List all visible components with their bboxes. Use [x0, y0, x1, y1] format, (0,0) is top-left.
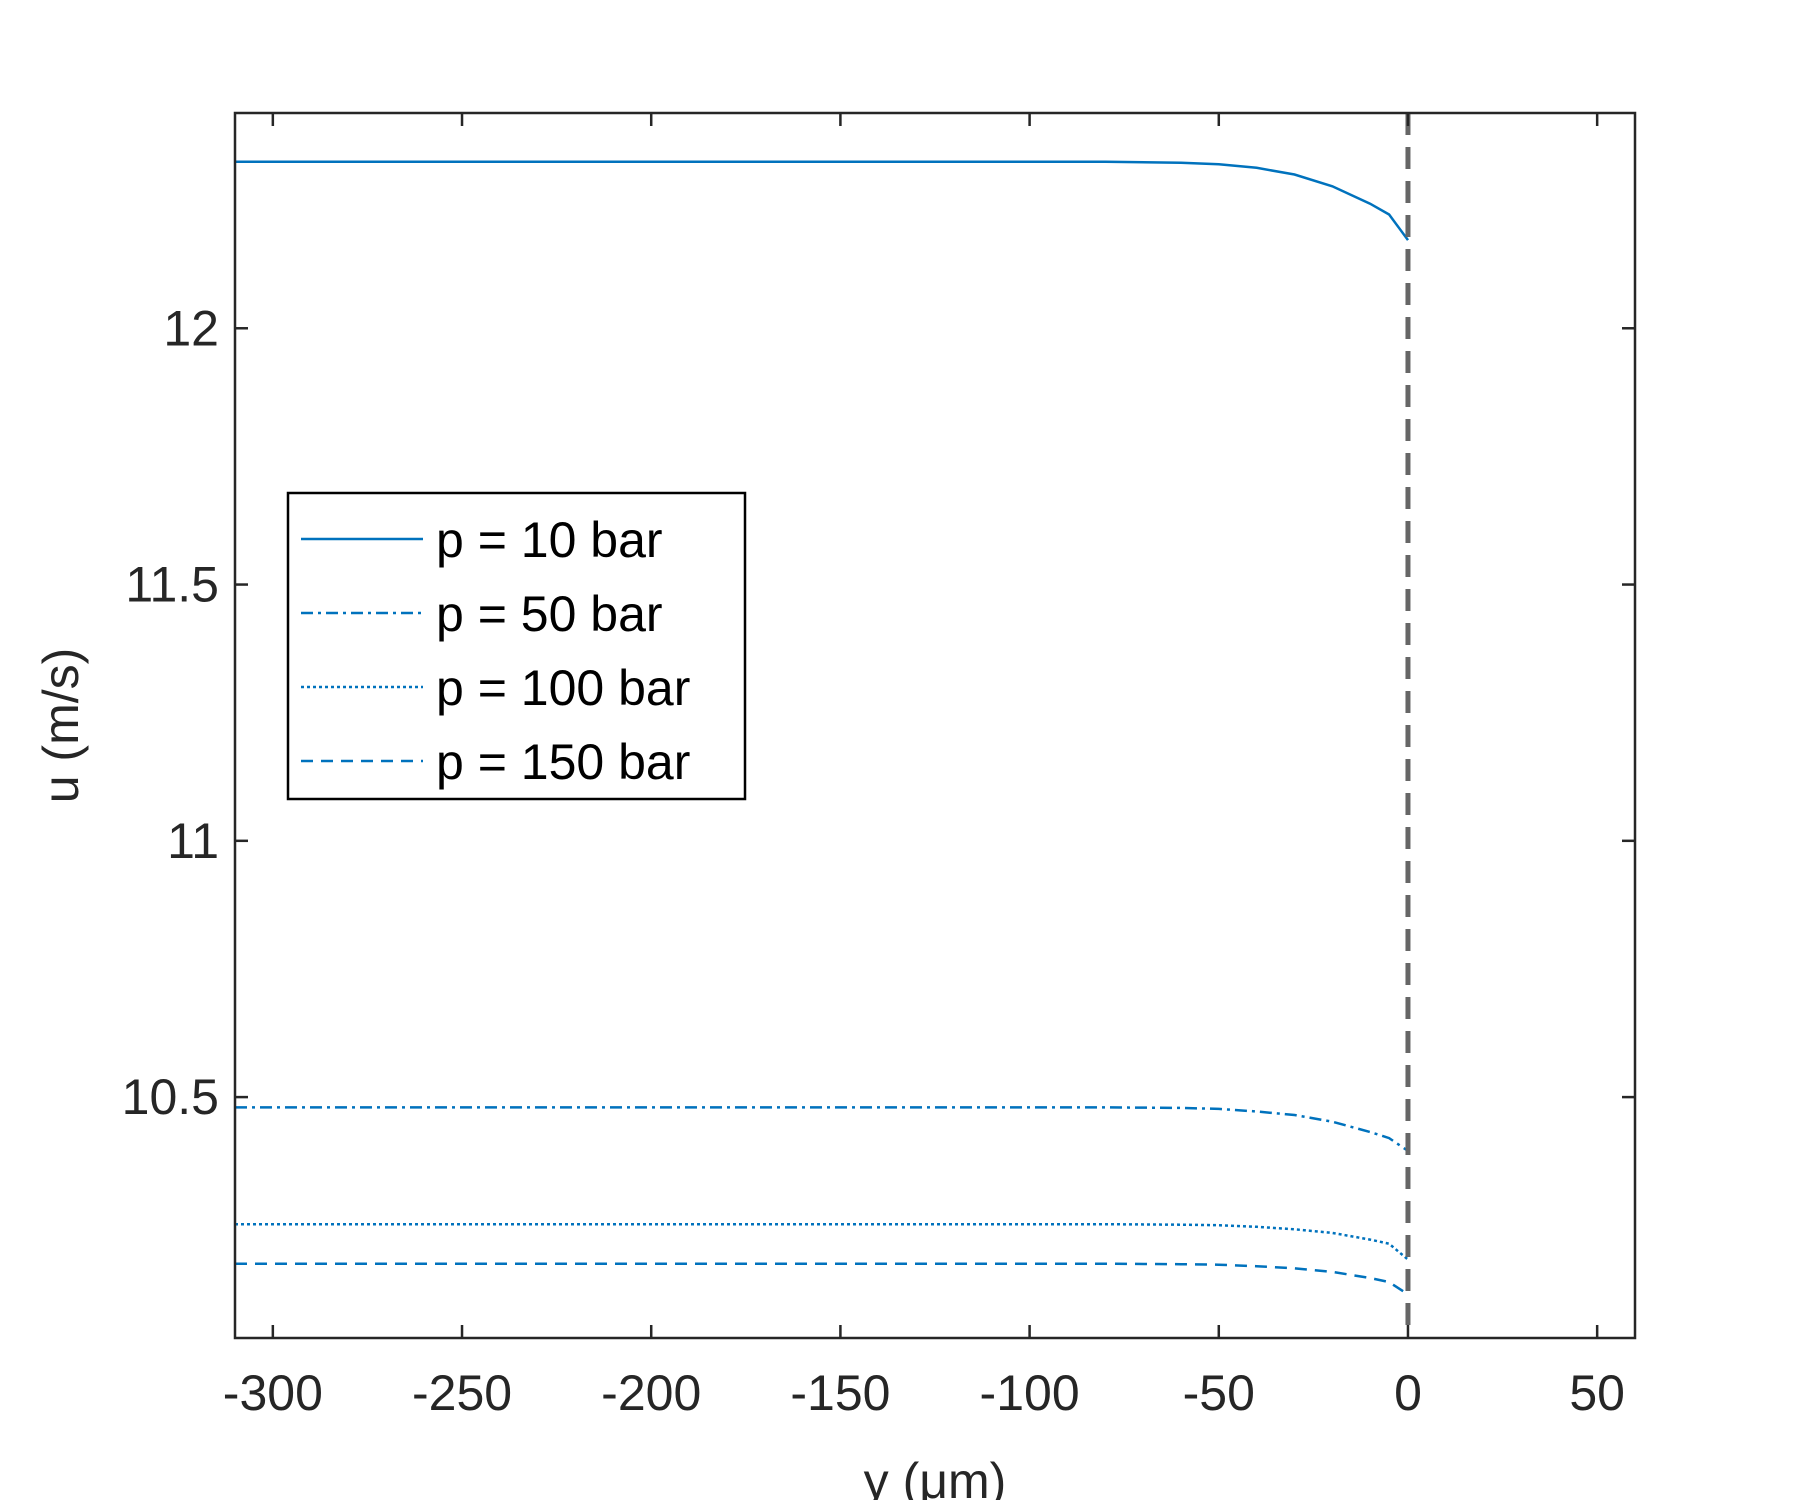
x-tick-label: -50: [1183, 1365, 1255, 1421]
x-tick-label: 50: [1569, 1365, 1625, 1421]
y-tick-label: 10.5: [122, 1069, 219, 1125]
x-tick-label: -200: [601, 1365, 701, 1421]
legend-label-4: p = 150 bar: [436, 734, 690, 790]
x-axis-label: y (μm): [864, 1453, 1007, 1500]
legend-label-1: p = 10 bar: [436, 512, 663, 568]
x-tick-label: -100: [980, 1365, 1080, 1421]
ticks-layer: -300 -250 -200 -150 -100 -50 0 50 10.5 11 11.5 12: [122, 113, 1635, 1421]
x-tick-label: -300: [223, 1365, 323, 1421]
series-line-3: [235, 1222, 1409, 1261]
legend-label-3: p = 100 bar: [436, 660, 690, 716]
series-line-4: [235, 1262, 1409, 1296]
y-tick-label: 11.5: [125, 557, 219, 613]
x-tick-label: 0: [1394, 1365, 1422, 1421]
legend-box: [286, 491, 747, 801]
y-axis-label: u (m/s): [33, 648, 89, 804]
y-tick-label: 12: [163, 300, 219, 356]
series-line-2: [235, 1106, 1409, 1152]
y-tick-label: 11: [167, 813, 219, 869]
legend-label-2: p = 50 bar: [436, 586, 663, 642]
legend: p = 10 bar p = 50 bar p = 100 bar p = 150 b…: [286, 491, 747, 801]
plot-area-frame: [233, 111, 1637, 1340]
x-tick-label: -250: [412, 1365, 512, 1421]
x-tick-label: -150: [790, 1365, 890, 1421]
series-line-1: [235, 160, 1410, 241]
series-layer: [235, 160, 1410, 1296]
